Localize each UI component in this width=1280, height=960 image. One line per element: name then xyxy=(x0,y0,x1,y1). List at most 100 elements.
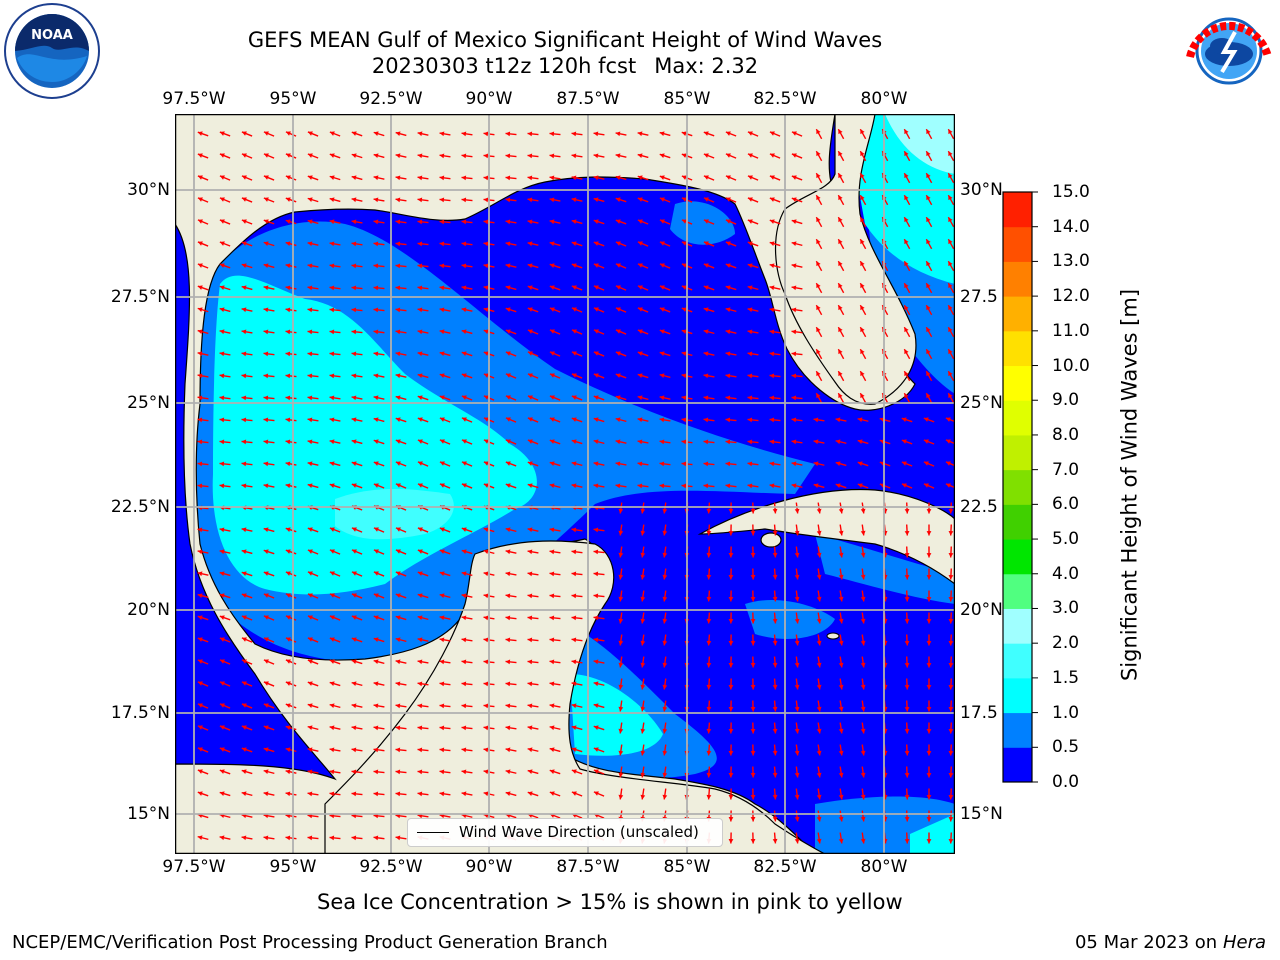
wave-direction-arrow xyxy=(947,370,955,382)
wave-direction-arrow xyxy=(549,461,561,467)
wave-direction-arrow xyxy=(571,329,583,335)
wave-direction-arrow xyxy=(241,769,253,775)
wave-direction-arrow xyxy=(417,571,429,577)
wave-direction-arrow xyxy=(417,461,429,467)
wave-direction-arrow xyxy=(373,769,385,775)
wave-direction-arrow xyxy=(285,791,297,797)
wave-direction-arrow xyxy=(615,197,627,203)
wave-direction-arrow xyxy=(925,194,933,206)
wave-direction-arrow xyxy=(662,744,668,756)
wave-direction-arrow xyxy=(903,370,911,382)
wave-direction-arrow xyxy=(329,285,341,291)
wave-direction-arrow xyxy=(285,681,297,687)
land-florida xyxy=(775,114,917,405)
wave-direction-arrow xyxy=(307,285,319,291)
wave-direction-arrow xyxy=(395,439,407,445)
wave-direction-arrow xyxy=(461,307,473,313)
wave-direction-arrow xyxy=(527,461,539,467)
wave-direction-arrow xyxy=(725,153,737,159)
wave-direction-arrow xyxy=(725,197,737,203)
wave-direction-arrow xyxy=(241,329,253,335)
wave-direction-arrow xyxy=(219,615,231,621)
wave-direction-arrow xyxy=(947,216,955,228)
wave-direction-arrow xyxy=(618,612,624,624)
wave-direction-arrow xyxy=(662,678,668,690)
wave-direction-arrow xyxy=(351,593,363,599)
wave-direction-arrow xyxy=(791,329,803,335)
wave-direction-arrow xyxy=(925,238,933,250)
wave-direction-arrow xyxy=(329,373,341,379)
wave-direction-arrow xyxy=(662,656,668,668)
colorbar-segment xyxy=(1003,677,1032,714)
wave-direction-arrow xyxy=(593,329,605,335)
wave-direction-arrow xyxy=(329,263,341,269)
wave-direction-arrow xyxy=(461,747,473,753)
tick-label: 95°W xyxy=(269,857,317,877)
wave-direction-arrow xyxy=(815,238,823,250)
wave-direction-arrow xyxy=(838,766,844,778)
wave-direction-arrow xyxy=(395,527,407,533)
svg-text:NOAA: NOAA xyxy=(31,28,73,43)
wave-direction-arrow xyxy=(593,747,605,753)
wave-direction-arrow xyxy=(925,172,933,184)
wave-direction-arrow xyxy=(791,483,803,489)
wave-direction-arrow xyxy=(750,590,756,602)
wave-direction-arrow xyxy=(263,483,275,489)
tick-label: 87.5°W xyxy=(556,89,620,109)
wave-direction-arrow xyxy=(901,461,913,467)
wave-direction-arrow xyxy=(417,351,429,357)
tick-label: 82.5°W xyxy=(753,857,817,877)
wave-direction-arrow xyxy=(615,153,627,159)
wave-direction-arrow xyxy=(395,571,407,577)
wave-direction-arrow xyxy=(197,131,209,137)
map-legend: Wind Wave Direction (unscaled) xyxy=(407,818,723,847)
wave-direction-arrow xyxy=(373,175,385,181)
wave-direction-arrow xyxy=(769,131,781,137)
wave-direction-arrow xyxy=(593,197,605,203)
wave-direction-arrow xyxy=(439,527,451,533)
wave-direction-arrow xyxy=(903,392,911,404)
wave-direction-arrow xyxy=(637,197,649,203)
wave-direction-arrow xyxy=(219,791,231,797)
wave-direction-arrow xyxy=(837,150,845,162)
wave-direction-arrow xyxy=(593,153,605,159)
wave-direction-arrow xyxy=(439,241,451,247)
wave-direction-arrow xyxy=(659,373,671,379)
wave-direction-arrow xyxy=(549,637,561,643)
wave-direction-arrow xyxy=(706,590,712,602)
wave-direction-arrow xyxy=(948,502,954,514)
wave-direction-arrow xyxy=(593,549,605,555)
wave-direction-arrow xyxy=(549,219,561,225)
wave-direction-arrow xyxy=(662,788,668,800)
sea-ice-note: Sea Ice Concentration > 15% is shown in … xyxy=(317,890,903,914)
wave-direction-arrow xyxy=(725,439,737,445)
wave-direction-arrow xyxy=(794,722,800,734)
wave-direction-arrow xyxy=(307,241,319,247)
wave-direction-arrow xyxy=(772,678,778,690)
wave-direction-arrow xyxy=(571,659,583,665)
wave-direction-arrow xyxy=(285,131,297,137)
wave-direction-arrow xyxy=(351,329,363,335)
wave-direction-arrow xyxy=(815,282,823,294)
wave-direction-arrow xyxy=(926,810,932,822)
wave-direction-arrow xyxy=(791,285,803,291)
colorbar-segment xyxy=(1003,192,1032,228)
wave-direction-arrow xyxy=(640,678,646,690)
wave-direction-arrow xyxy=(351,263,363,269)
wave-direction-arrow xyxy=(307,835,319,841)
tick-label: 97.5°W xyxy=(162,89,226,109)
wave-direction-arrow xyxy=(904,590,910,602)
wave-direction-arrow xyxy=(527,549,539,555)
wave-direction-arrow xyxy=(505,461,517,467)
wave-direction-arrow xyxy=(926,502,932,514)
wave-direction-arrow xyxy=(263,373,275,379)
wave-direction-arrow xyxy=(219,307,231,313)
tick-label: 92.5°W xyxy=(359,89,423,109)
wave-direction-arrow xyxy=(439,197,451,203)
wave-direction-arrow xyxy=(769,241,781,247)
wave-direction-arrow xyxy=(351,791,363,797)
wave-direction-arrow xyxy=(815,194,823,206)
wave-direction-arrow xyxy=(923,461,935,467)
wave-direction-arrow xyxy=(241,219,253,225)
wave-direction-arrow xyxy=(351,175,363,181)
